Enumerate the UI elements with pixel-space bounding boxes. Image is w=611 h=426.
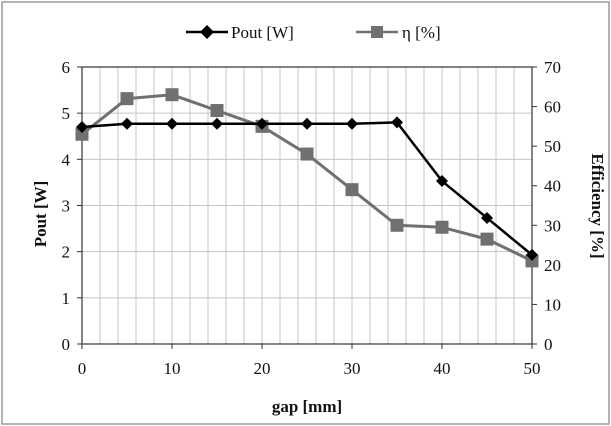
left-axis-tick-label: 1 bbox=[62, 289, 71, 308]
legend-label-pout: Pout [W] bbox=[231, 23, 294, 42]
series-efficiency bbox=[75, 88, 539, 268]
pout-point bbox=[391, 116, 403, 129]
left-axis-tick-label: 2 bbox=[62, 243, 71, 262]
pout-point bbox=[211, 117, 223, 130]
right-axis-tick-label: 30 bbox=[544, 216, 561, 235]
pout-point bbox=[436, 175, 448, 188]
left-axis-title: Pout [W] bbox=[31, 181, 50, 248]
right-axis-tick-label: 50 bbox=[544, 137, 561, 156]
efficiency-point bbox=[435, 220, 449, 234]
x-axis-tick-label: 10 bbox=[164, 359, 181, 378]
left-axis-ticks: 0 1 2 3 4 5 6 bbox=[62, 58, 82, 354]
x-axis-title: gap [mm] bbox=[272, 397, 342, 416]
efficiency-point bbox=[390, 218, 404, 232]
legend-item-eta: η [%] bbox=[356, 23, 441, 42]
legend-label-eta: η [%] bbox=[402, 23, 441, 42]
right-axis-ticks: 0 10 20 30 40 50 60 70 bbox=[532, 58, 561, 354]
pout-point bbox=[346, 117, 358, 130]
right-axis-title: Efficiency [%] bbox=[588, 153, 607, 258]
pout-point bbox=[301, 117, 313, 130]
series-layer bbox=[75, 88, 539, 268]
x-axis-tick-label: 50 bbox=[524, 359, 541, 378]
right-axis-tick-label: 0 bbox=[544, 335, 553, 354]
pout-point bbox=[121, 117, 133, 130]
right-axis-tick-label: 10 bbox=[544, 295, 561, 314]
x-axis-tick-label: 0 bbox=[78, 359, 87, 378]
right-axis-tick-label: 40 bbox=[544, 177, 561, 196]
efficiency-point bbox=[300, 147, 314, 161]
efficiency-point bbox=[525, 254, 539, 268]
pout-point bbox=[526, 248, 538, 261]
pout-point bbox=[481, 211, 493, 224]
efficiency-point bbox=[210, 104, 224, 118]
efficiency-point bbox=[165, 88, 179, 102]
right-axis-tick-label: 20 bbox=[544, 256, 561, 275]
efficiency-point bbox=[480, 232, 494, 246]
left-axis-tick-label: 6 bbox=[62, 58, 71, 77]
x-axis-tick-label: 40 bbox=[434, 359, 451, 378]
right-axis-tick-label: 60 bbox=[544, 98, 561, 117]
x-axis-tick-label: 30 bbox=[344, 359, 361, 378]
pout-point bbox=[256, 117, 268, 130]
left-axis-tick-label: 5 bbox=[62, 104, 71, 123]
right-axis-tick-label: 70 bbox=[544, 58, 561, 77]
series-pout bbox=[76, 116, 538, 261]
legend: Pout [W] η [%] bbox=[186, 23, 441, 42]
left-axis-tick-label: 0 bbox=[62, 335, 71, 354]
pout-point bbox=[166, 117, 178, 130]
x-axis-tick-label: 20 bbox=[254, 359, 271, 378]
efficiency-point bbox=[75, 127, 89, 141]
left-axis-tick-label: 3 bbox=[62, 197, 71, 216]
x-axis-ticks: 0 10 20 30 40 50 bbox=[78, 344, 541, 378]
left-axis-tick-label: 4 bbox=[62, 150, 71, 169]
pout-point bbox=[76, 121, 88, 134]
legend-item-pout: Pout [W] bbox=[186, 23, 294, 42]
efficiency-point bbox=[345, 183, 359, 197]
efficiency-point bbox=[120, 92, 134, 106]
